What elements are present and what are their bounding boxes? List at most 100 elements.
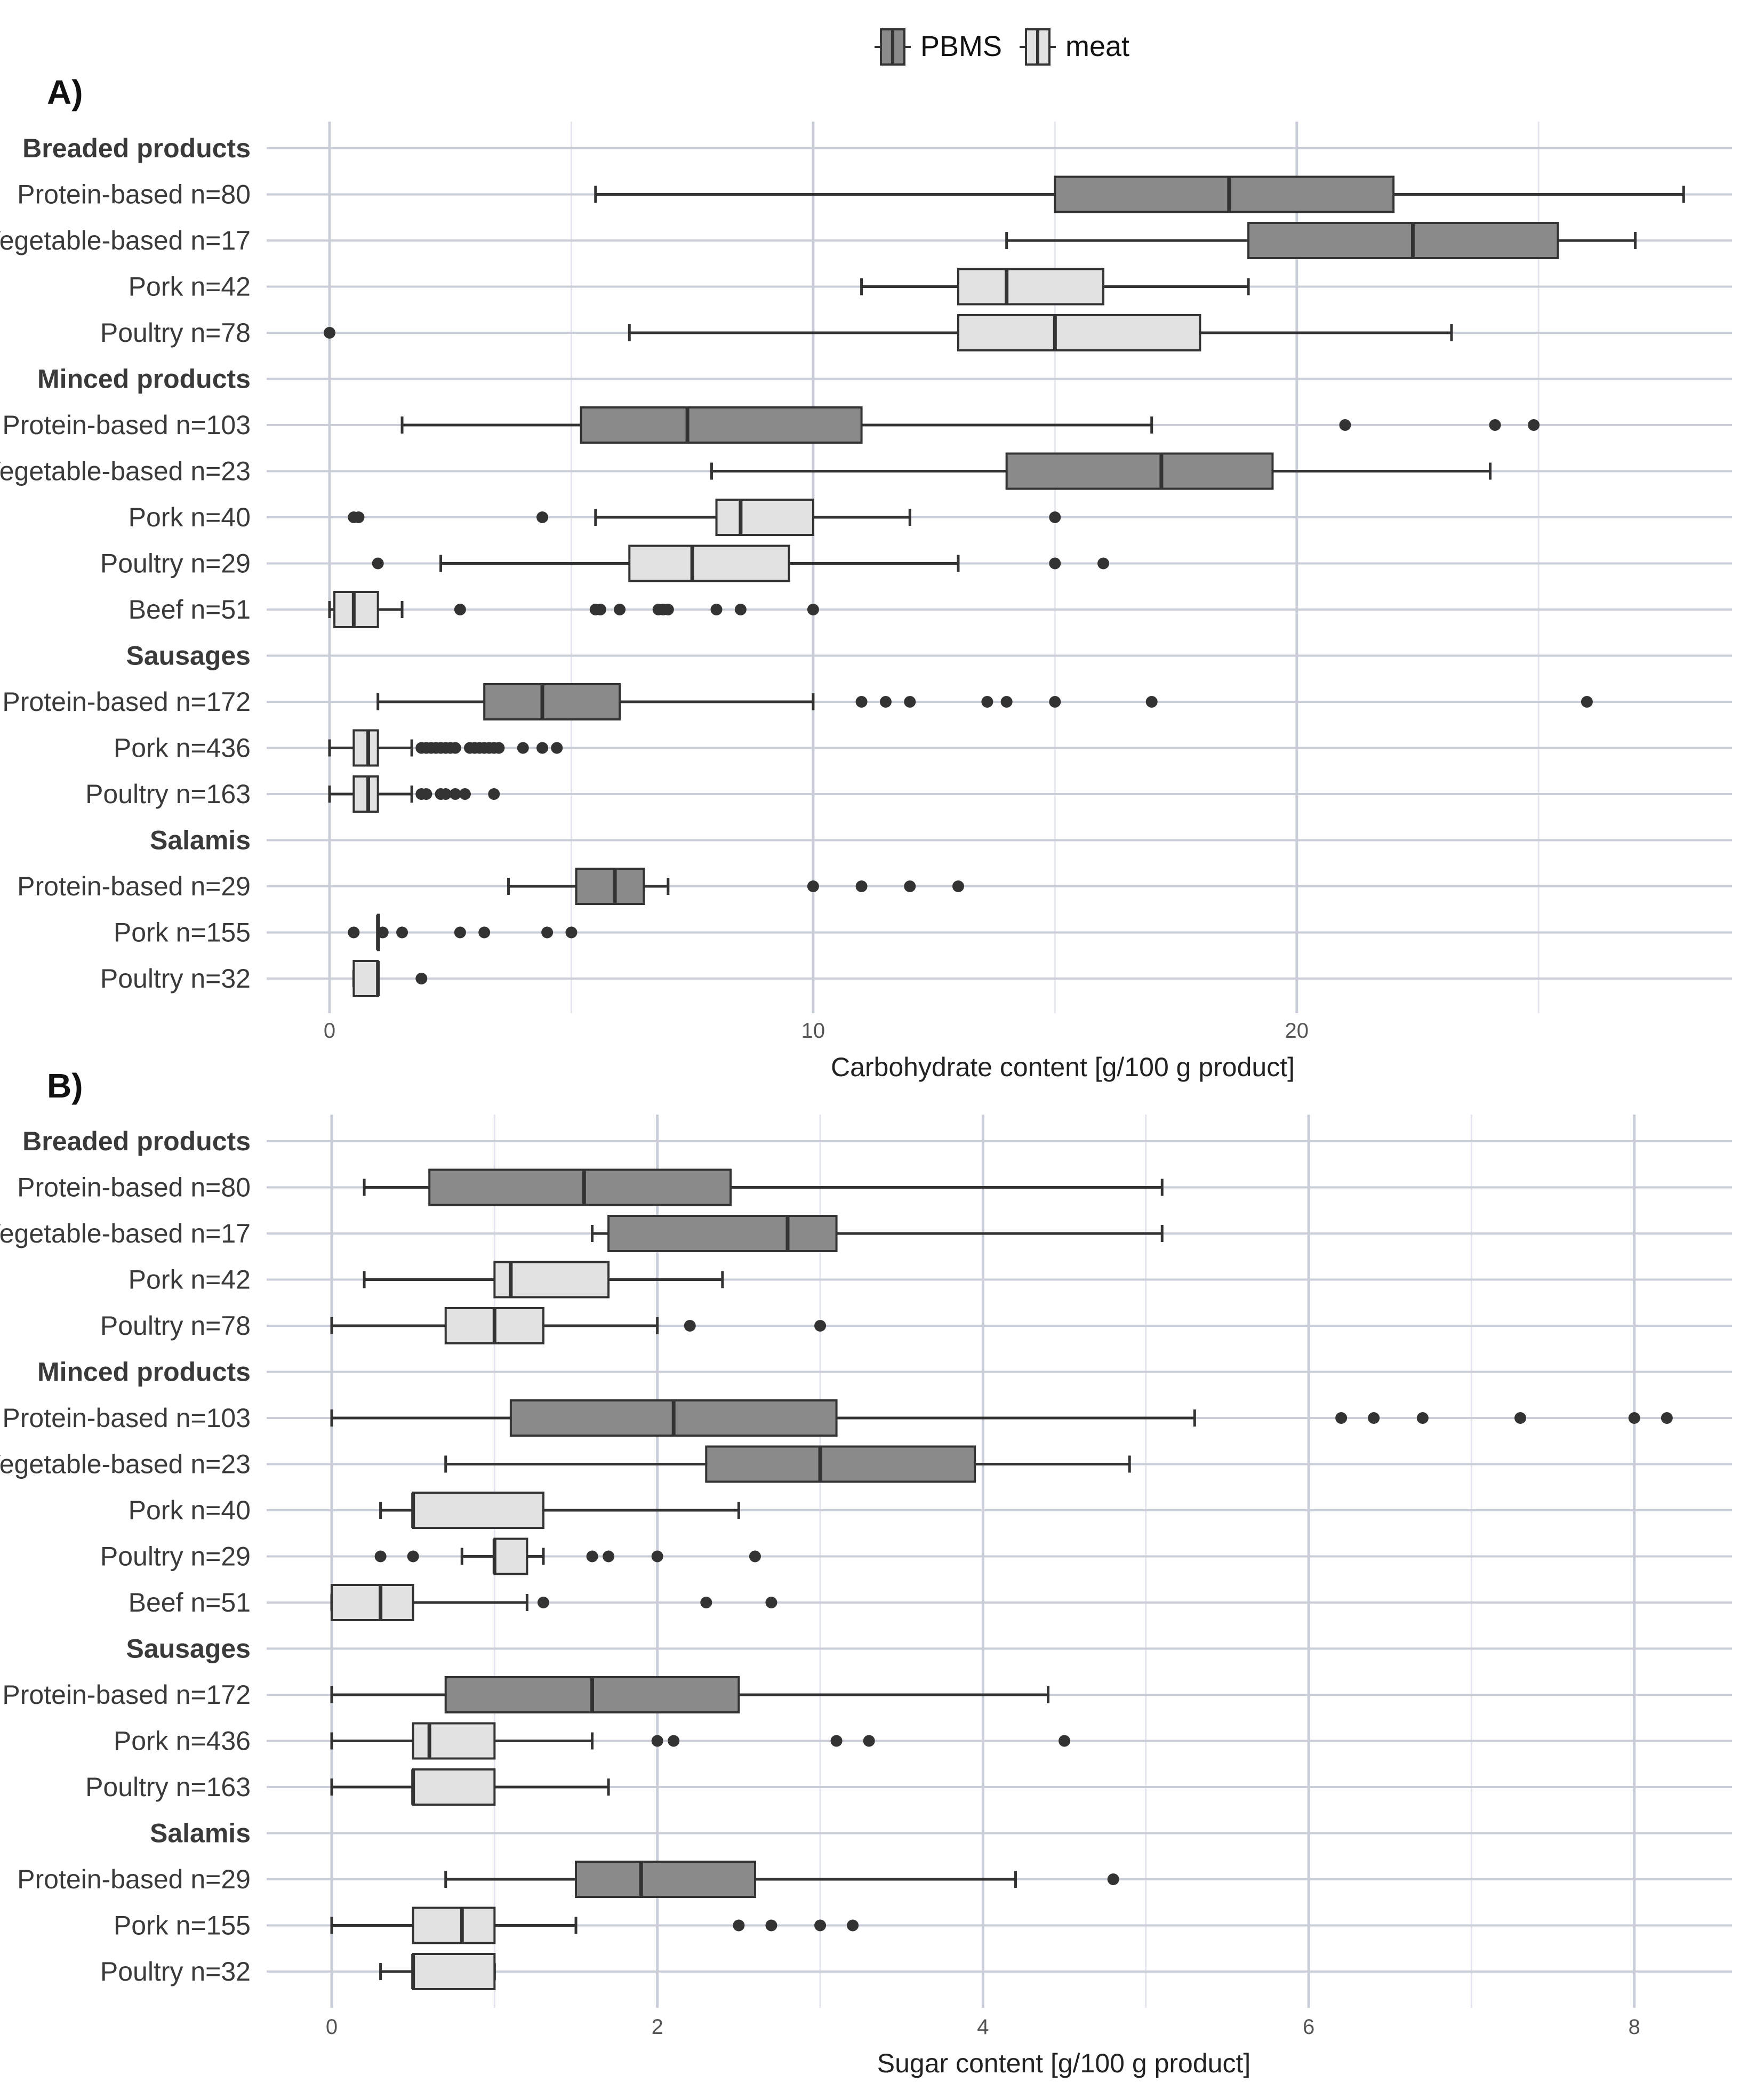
p1-row-label-14: Poultry n=163 bbox=[85, 779, 251, 809]
p2-box-7 bbox=[705, 1445, 976, 1483]
p1-outlier-16-3 bbox=[952, 880, 964, 892]
p1-outlier-13-17 bbox=[551, 742, 563, 754]
p2-outlier-9-4 bbox=[651, 1550, 663, 1563]
p2-outlier-17-2 bbox=[814, 1919, 827, 1932]
p2-tick-label-0: 0 bbox=[326, 2015, 338, 2039]
p1-outlier-12-0 bbox=[855, 696, 868, 708]
p2-row-label-4: Poultry n=78 bbox=[100, 1311, 251, 1341]
p2-outlier-10-1 bbox=[700, 1597, 712, 1608]
p2-outlier-6-3 bbox=[1514, 1412, 1527, 1424]
p2-row-label-17: Pork n=155 bbox=[114, 1911, 251, 1941]
p2-group-heading-0: Breaded products bbox=[22, 1126, 251, 1156]
p1-outlier-17-6 bbox=[565, 926, 578, 939]
p1-box-2 bbox=[1247, 222, 1559, 259]
p1-outlier-10-7 bbox=[710, 604, 723, 615]
p2-outlier-9-5 bbox=[749, 1550, 761, 1563]
p2-box-3 bbox=[493, 1261, 610, 1299]
p1-row-label-1: Protein-based n=80 bbox=[17, 180, 251, 210]
p2-box-9 bbox=[493, 1537, 528, 1575]
p2-outlier-17-1 bbox=[765, 1919, 777, 1932]
p2-tick-label-3: 6 bbox=[1303, 2015, 1314, 2039]
p2-box-2 bbox=[607, 1215, 838, 1252]
p1-box-7 bbox=[1005, 452, 1274, 490]
p1-box-14 bbox=[352, 775, 379, 813]
p1-row-label-16: Protein-based n=29 bbox=[17, 871, 251, 901]
p2-outlier-6-2 bbox=[1416, 1412, 1429, 1424]
p2-outlier-9-3 bbox=[603, 1550, 615, 1563]
p1-group-heading-11: Sausages bbox=[126, 641, 251, 671]
p1-x-axis-title: Carbohydrate content [g/100 g product] bbox=[831, 1052, 1295, 1082]
p1-outlier-16-0 bbox=[807, 880, 819, 892]
p1-panel-label: A) bbox=[47, 73, 83, 111]
legend: PBMS meat bbox=[875, 28, 1129, 66]
p1-outlier-12-3 bbox=[981, 696, 993, 708]
p1-box-18 bbox=[352, 960, 379, 997]
p2-outlier-9-0 bbox=[374, 1550, 387, 1563]
panel-b-sugar: B) 0 2 4 6 8 Sugar content [g/100 g product] Br… bbox=[0, 1067, 1732, 2078]
p2-outlier-6-4 bbox=[1628, 1412, 1640, 1424]
p1-outlier-12-6 bbox=[1145, 696, 1158, 708]
p2-group-heading-5: Minced products bbox=[37, 1357, 251, 1387]
p2-outlier-13-3 bbox=[863, 1735, 875, 1747]
p1-row-label-6: Protein-based n=103 bbox=[2, 410, 251, 440]
p2-outlier-6-0 bbox=[1335, 1412, 1348, 1424]
p2-row-label-8: Pork n=40 bbox=[129, 1495, 251, 1525]
p1-box-12 bbox=[483, 683, 621, 720]
p2-tick-label-4: 8 bbox=[1629, 2015, 1640, 2039]
p1-outlier-12-2 bbox=[904, 696, 916, 708]
p1-box-4 bbox=[957, 314, 1201, 351]
p2-outlier-10-0 bbox=[537, 1597, 549, 1608]
p1-row-label-3: Pork n=42 bbox=[129, 272, 251, 302]
p1-outlier-10-9 bbox=[807, 604, 819, 615]
p1-outlier-12-4 bbox=[1000, 696, 1013, 708]
panel-a-carbohydrate: A) 0 10 20 Carbohydrate content [g/100 g pro… bbox=[0, 73, 1732, 1082]
p2-outlier-17-0 bbox=[733, 1919, 745, 1932]
p1-outlier-17-0 bbox=[348, 926, 360, 939]
p1-outlier-8-3 bbox=[1049, 511, 1061, 523]
p1-row-label-12: Protein-based n=172 bbox=[2, 687, 251, 717]
p2-row-label-14: Poultry n=163 bbox=[85, 1772, 251, 1802]
p2-box-14 bbox=[412, 1768, 496, 1806]
p2-row-label-9: Poultry n=29 bbox=[100, 1542, 251, 1572]
p1-group-heading-0: Breaded products bbox=[22, 133, 251, 163]
p1-outlier-6-0 bbox=[1339, 419, 1351, 431]
p1-group-heading-15: Salamis bbox=[150, 826, 251, 855]
p1-outlier-17-5 bbox=[541, 926, 554, 939]
p1-outlier-16-1 bbox=[855, 880, 868, 892]
p2-row-label-3: Pork n=42 bbox=[129, 1265, 251, 1295]
p1-outlier-13-15 bbox=[517, 742, 529, 754]
p2-outlier-13-0 bbox=[651, 1735, 663, 1747]
p1-outlier-10-8 bbox=[734, 604, 747, 615]
p1-row-label-2: Vegetable-based n=17 bbox=[0, 226, 251, 255]
p2-box-8 bbox=[412, 1492, 544, 1529]
p2-outlier-13-2 bbox=[830, 1735, 843, 1747]
p1-outlier-9-0 bbox=[372, 557, 384, 570]
p2-row-label-13: Pork n=436 bbox=[114, 1726, 251, 1756]
p2-row-label-16: Protein-based n=29 bbox=[17, 1864, 251, 1894]
p1-box-3 bbox=[957, 268, 1105, 306]
p1-outlier-14-6 bbox=[488, 788, 500, 800]
p1-box-1 bbox=[1054, 175, 1395, 213]
p2-row-label-12: Protein-based n=172 bbox=[2, 1680, 251, 1710]
p1-tick-label-2: 20 bbox=[1285, 1019, 1309, 1043]
p2-row-label-7: Vegetable-based n=23 bbox=[0, 1449, 251, 1479]
p2-tick-label-2: 4 bbox=[977, 2015, 989, 2039]
p1-outlier-17-2 bbox=[396, 926, 408, 939]
p1-outlier-4-0 bbox=[324, 327, 335, 339]
p2-outlier-17-3 bbox=[847, 1919, 859, 1932]
p1-outlier-6-2 bbox=[1528, 419, 1540, 431]
p1-outlier-9-1 bbox=[1049, 557, 1061, 570]
p1-group-heading-5: Minced products bbox=[37, 364, 251, 394]
p1-row-label-9: Poultry n=29 bbox=[100, 549, 251, 579]
p2-box-16 bbox=[575, 1861, 756, 1898]
p1-row-label-18: Poultry n=32 bbox=[100, 964, 251, 994]
legend-meat-label: meat bbox=[1065, 30, 1129, 62]
p1-outlier-14-5 bbox=[459, 788, 471, 800]
p2-group-heading-15: Salamis bbox=[150, 1818, 251, 1848]
p2-row-label-18: Poultry n=32 bbox=[100, 1957, 251, 1986]
p2-box-13 bbox=[412, 1722, 496, 1760]
p2-outlier-6-1 bbox=[1368, 1412, 1380, 1424]
p1-outlier-10-2 bbox=[594, 604, 606, 615]
p1-outlier-14-3 bbox=[439, 788, 452, 800]
p2-box-17 bbox=[412, 1906, 496, 1944]
